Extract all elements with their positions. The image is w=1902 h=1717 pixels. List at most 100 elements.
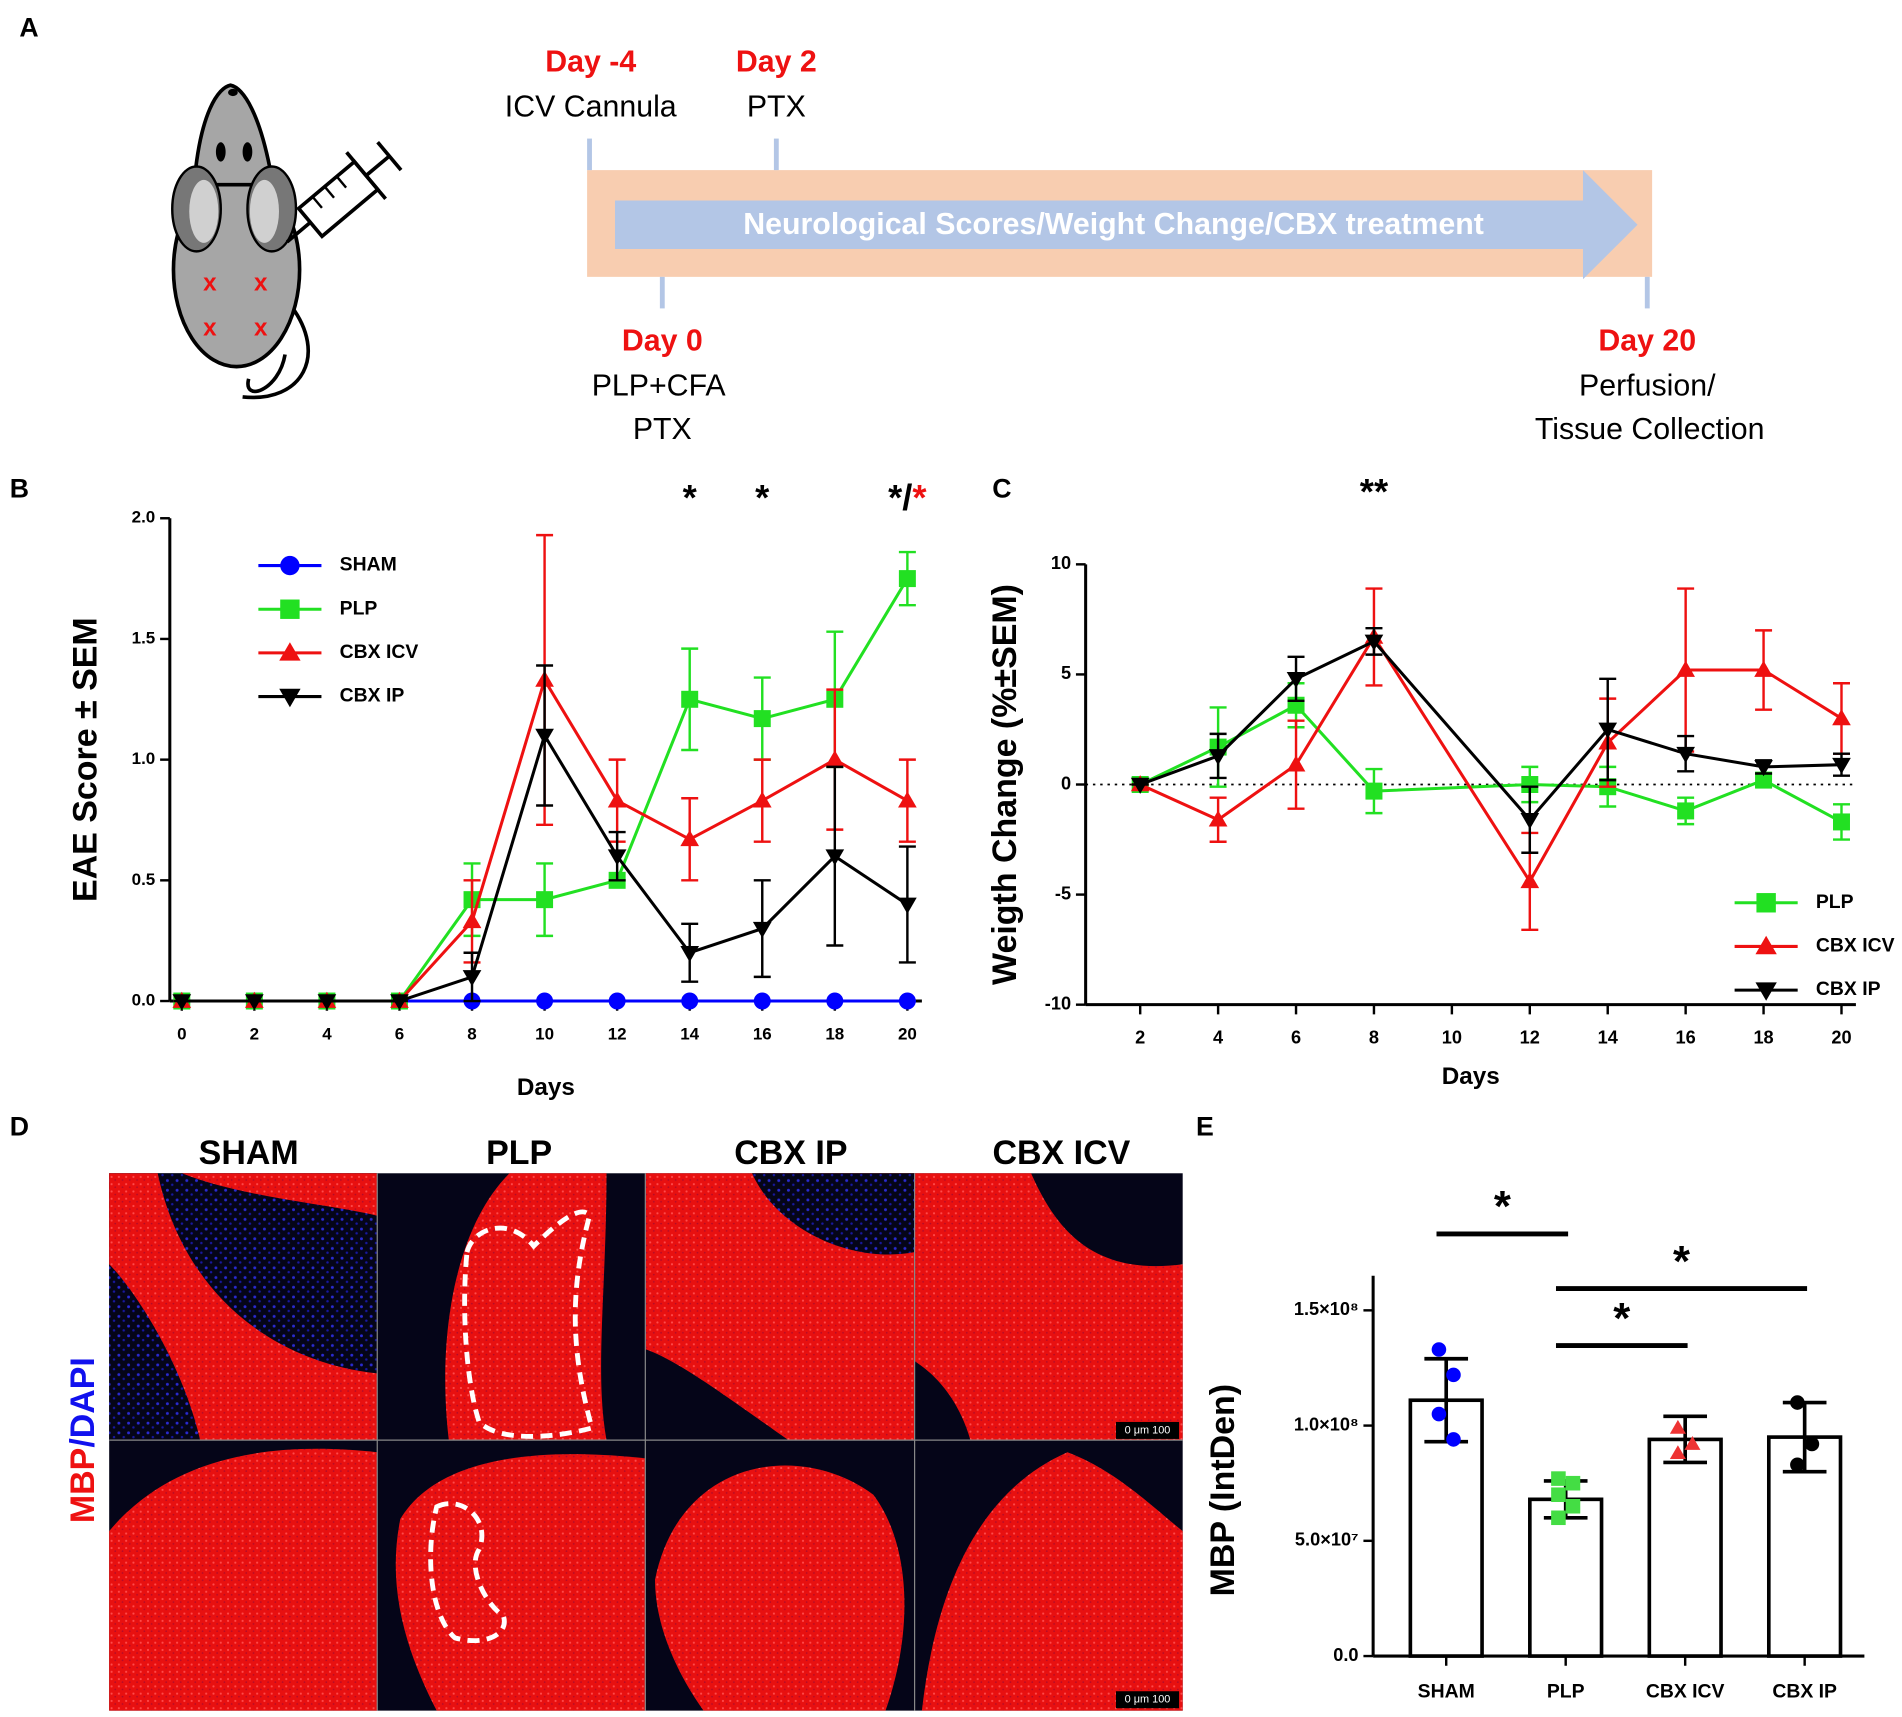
y-tick-label: 1.5×10⁸ (1294, 1299, 1359, 1319)
marker (279, 688, 301, 708)
error-bar (1424, 1356, 1469, 1444)
marker (1520, 812, 1540, 830)
error-bar (1663, 1414, 1708, 1465)
x-tick-label: 14 (1598, 1027, 1619, 1047)
marker (898, 791, 917, 808)
bar (1766, 1435, 1843, 1658)
marker (752, 791, 772, 808)
marker (1431, 1342, 1447, 1357)
y-axis-label: MBP (IntDen) (1204, 1384, 1242, 1597)
marker (898, 570, 916, 588)
marker (826, 992, 844, 1010)
y-tick-label: 0 (1061, 773, 1071, 793)
stain-name: /DAPI (64, 1357, 102, 1448)
x-tick-label: 2 (250, 1024, 259, 1043)
marker (898, 992, 916, 1010)
marker (1431, 1406, 1447, 1422)
y-tick-label: 0.0 (132, 991, 156, 1010)
marker (317, 994, 337, 1011)
marker (1565, 1498, 1581, 1514)
x-tick-label: 20 (898, 1024, 917, 1043)
y-tick-label: 0.0 (1333, 1645, 1358, 1665)
marker (279, 642, 301, 661)
significance-annotation: * (683, 477, 698, 518)
comparison-label: * (1673, 1237, 1690, 1286)
y-tick-label: 1.0×10⁸ (1294, 1414, 1359, 1434)
legend-label: SHAM (340, 554, 397, 576)
event-label: PTX (633, 413, 692, 446)
marker (1565, 1475, 1581, 1491)
legend-label: CBX ICV (1816, 935, 1895, 957)
marker (462, 912, 482, 929)
marker (680, 945, 700, 963)
x-tick-label: CBX IP (1772, 1681, 1837, 1703)
y-tick-label: 2.0 (132, 508, 156, 527)
column-header: SHAM (199, 1134, 299, 1172)
marker (681, 992, 699, 1010)
annotation-part: * (683, 477, 698, 518)
significance-annotation: ** (1360, 471, 1389, 512)
marker (1804, 1436, 1820, 1452)
series-line (1139, 639, 1842, 823)
x-tick-label: 10 (535, 1024, 554, 1043)
x-tick-label: 8 (1369, 1027, 1379, 1047)
marker (898, 897, 917, 914)
x-tick-label: 18 (1753, 1027, 1773, 1047)
y-tick-label: -5 (1055, 883, 1071, 903)
marker (1832, 709, 1851, 726)
marker (1790, 1395, 1805, 1410)
event-label: Tissue Collection (1535, 413, 1765, 446)
marker (825, 849, 845, 866)
x-axis-label: Days (1442, 1063, 1500, 1090)
x-tick-label: 16 (753, 1024, 772, 1043)
marker (1684, 1436, 1701, 1450)
marker (245, 994, 264, 1011)
stain-label: MBP/DAPI (64, 1357, 102, 1523)
marker (1446, 1367, 1461, 1383)
x-tick-label: 8 (467, 1024, 476, 1043)
marker (1677, 802, 1695, 820)
column-header: CBX IP (734, 1134, 847, 1172)
y-tick-label: 1.5 (132, 628, 156, 647)
marker (1755, 935, 1777, 955)
x-tick-label: 4 (1213, 1027, 1224, 1047)
legend-label: CBX IP (340, 685, 405, 707)
marker (607, 849, 627, 866)
timeline-bar-text: Neurological Scores/Weight Change/CBX tr… (743, 208, 1484, 241)
event-day: Day 20 (1598, 324, 1696, 357)
marker (608, 992, 626, 1010)
marker (1669, 1419, 1686, 1434)
marker (1520, 872, 1540, 889)
significance-annotation: */* (888, 477, 927, 518)
panel-label: E (1196, 1111, 1214, 1141)
x-tick-label: 12 (1520, 1027, 1540, 1047)
marker (1446, 1432, 1461, 1447)
injection-mark: x (203, 314, 217, 341)
bar (1647, 1437, 1723, 1658)
marker (172, 994, 192, 1011)
x-tick-label: PLP (1547, 1681, 1585, 1703)
marker (752, 921, 772, 938)
x-tick-label: 12 (608, 1024, 627, 1043)
injection-mark: x (254, 314, 268, 341)
y-tick-label: -10 (1045, 993, 1071, 1013)
marker (390, 994, 409, 1011)
marker (753, 710, 771, 728)
x-tick-label: 6 (395, 1024, 404, 1043)
marker (1286, 755, 1306, 772)
marker (1551, 1471, 1566, 1486)
event-label: PLP+CFA (592, 369, 727, 402)
panel-label: B (10, 473, 29, 503)
x-tick-label: CBX ICV (1646, 1681, 1725, 1703)
x-tick-label: 10 (1442, 1027, 1462, 1047)
x-tick-label: 20 (1831, 1027, 1851, 1047)
timeline-arrow (614, 170, 1638, 280)
annotation-part: * (755, 477, 770, 518)
mouse-illustration: x x x x (171, 83, 403, 400)
injection-mark: x (254, 270, 268, 297)
significance-annotation: * (755, 477, 770, 518)
scale-bar-label: 0 μm 100 (1125, 1424, 1171, 1436)
marker (1754, 760, 1773, 777)
event-day: Day 2 (736, 45, 817, 78)
